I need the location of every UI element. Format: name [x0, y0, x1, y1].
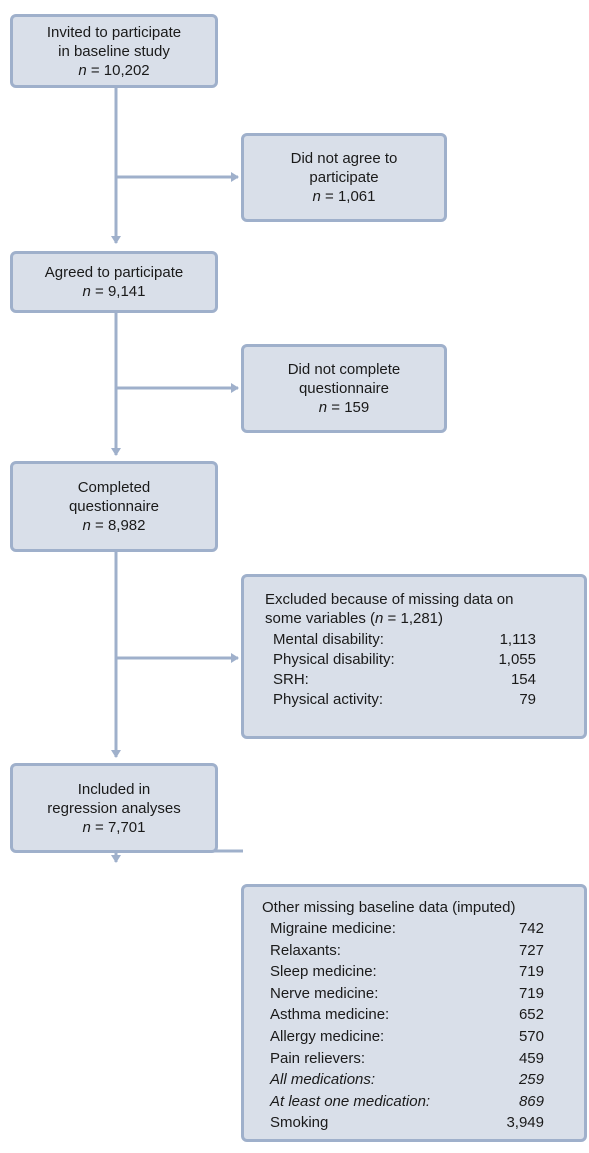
excluded-row-value: 1,113: [499, 631, 536, 648]
not-complete-line2: questionnaire: [298, 380, 390, 397]
box-did-not-complete: Did not complete questionnaire n = 159: [241, 344, 447, 433]
other-missing-row-value: 869: [518, 1092, 544, 1110]
excluded-row-value: 1,055: [498, 651, 536, 668]
other-missing-header: Other missing baseline data (imputed): [262, 899, 516, 916]
not-complete-line1: Did not complete: [287, 361, 401, 378]
other-missing-row: All medications: 259: [262, 1070, 584, 1092]
box-included: Included in regression analyses n = 7,70…: [10, 763, 218, 853]
excluded-row-label: Physical activity:: [273, 691, 384, 708]
other-missing-row-value: 742: [518, 920, 544, 937]
excluded-row: SRH: 154: [265, 670, 584, 690]
other-missing-row: Relaxants: 727: [262, 941, 584, 963]
other-missing-row-value: 719: [518, 963, 544, 981]
box-excluded: Excluded because of missing data on some…: [241, 574, 587, 739]
excluded-row-value: 79: [519, 691, 536, 708]
box-agreed: Agreed to participate n = 9,141: [10, 251, 218, 313]
excluded-header-line1: Excluded because of missing data on: [265, 591, 514, 608]
other-missing-row: Nerve medicine: 719: [262, 984, 584, 1006]
other-missing-row: Pain relievers: 459: [262, 1049, 584, 1071]
excluded-list: Mental disability: 1,113 Physical disabili…: [265, 630, 584, 710]
agreed-count: n = 9,141: [82, 283, 146, 300]
included-line1: Included in: [77, 780, 151, 798]
not-agree-line2: participate: [309, 169, 379, 186]
other-missing-row-label: At least one medication:: [270, 1092, 431, 1110]
box-completed: Completed questionnaire n = 8,982: [10, 461, 218, 552]
other-missing-row: Asthma medicine: 652: [262, 1005, 584, 1027]
other-missing-row: At least one medication: 869: [262, 1092, 584, 1114]
other-missing-row-value: 719: [518, 984, 544, 1002]
other-missing-row-value: 652: [518, 1006, 544, 1024]
other-missing-row-label: Allergy medicine:: [270, 1027, 385, 1045]
completed-line1: Completed: [77, 479, 151, 496]
other-missing-row-value: 259: [518, 1071, 544, 1089]
excluded-row: Physical disability: 1,055: [265, 650, 584, 670]
invited-line2: in baseline study: [58, 42, 170, 60]
not-complete-count: n = 159: [318, 399, 370, 416]
other-missing-row-label: Asthma medicine:: [270, 1006, 390, 1024]
excluded-row: Physical activity: 79: [265, 690, 584, 710]
other-missing-row-label: Smoking: [270, 1114, 329, 1132]
box-other-missing: Other missing baseline data (imputed) Mi…: [241, 884, 587, 1142]
other-missing-row: Sleep medicine: 719: [262, 962, 584, 984]
excluded-row-value: 154: [510, 671, 536, 688]
other-missing-row: Migraine medicine: 742: [262, 919, 584, 941]
other-missing-row-label: Migraine medicine:: [270, 920, 396, 937]
other-missing-row-value: 570: [518, 1027, 544, 1045]
box-invited: Invited to participate in baseline study…: [10, 14, 218, 88]
included-line2: regression analyses: [47, 799, 181, 817]
other-missing-row-value: 459: [518, 1049, 544, 1067]
excluded-row-label: Mental disability:: [273, 631, 384, 648]
invited-line1: Invited to participate: [46, 23, 182, 41]
other-missing-row-label: All medications:: [270, 1071, 376, 1089]
other-missing-row: Allergy medicine: 570: [262, 1027, 584, 1049]
completed-count: n = 8,982: [82, 517, 146, 534]
other-missing-row-value: 3,949: [506, 1114, 544, 1132]
excluded-row-label: SRH:: [273, 671, 309, 688]
completed-line2: questionnaire: [68, 498, 160, 515]
excluded-row: Mental disability: 1,113: [265, 630, 584, 650]
excluded-header-line2: some variables (n = 1,281): [265, 610, 444, 627]
included-count: n = 7,701: [82, 818, 146, 836]
excluded-row-label: Physical disability:: [273, 651, 395, 668]
other-missing-row-label: Sleep medicine:: [270, 963, 377, 981]
other-missing-row-label: Relaxants:: [270, 941, 341, 959]
other-missing-row-label: Nerve medicine:: [270, 984, 379, 1002]
not-agree-count: n = 1,061: [312, 188, 376, 205]
other-missing-row: Smoking 3,949: [262, 1113, 584, 1135]
other-missing-list: Migraine medicine: 742 Relaxants: 727 Sleep …: [262, 919, 584, 1135]
other-missing-row-value: 727: [518, 941, 544, 959]
invited-count: n = 10,202: [78, 61, 150, 79]
box-did-not-agree: Did not agree to participate n = 1,061: [241, 133, 447, 222]
other-missing-row-label: Pain relievers:: [270, 1049, 366, 1067]
not-agree-line1: Did not agree to: [290, 150, 398, 167]
agreed-line1: Agreed to participate: [44, 264, 184, 281]
